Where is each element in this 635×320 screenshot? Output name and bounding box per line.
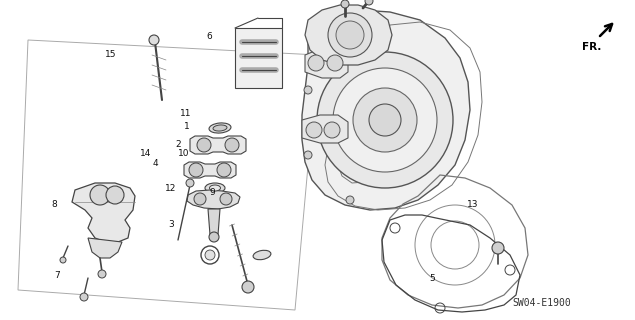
Circle shape (304, 151, 312, 159)
Circle shape (336, 21, 364, 49)
Ellipse shape (213, 125, 227, 131)
Circle shape (205, 250, 215, 260)
Circle shape (341, 0, 349, 8)
Circle shape (194, 193, 206, 205)
Circle shape (90, 185, 110, 205)
Circle shape (217, 163, 231, 177)
Polygon shape (302, 10, 470, 210)
Circle shape (333, 16, 357, 40)
Circle shape (242, 281, 254, 293)
Circle shape (324, 122, 340, 138)
Polygon shape (305, 5, 392, 65)
Polygon shape (305, 48, 348, 78)
Circle shape (492, 242, 504, 254)
Circle shape (197, 138, 211, 152)
Polygon shape (184, 162, 236, 178)
Text: SW04-E1900: SW04-E1900 (512, 298, 572, 308)
Circle shape (304, 86, 312, 94)
Text: 3: 3 (168, 220, 175, 228)
Text: 14: 14 (140, 149, 152, 158)
Circle shape (209, 232, 219, 242)
Circle shape (333, 68, 437, 172)
Text: 15: 15 (105, 50, 117, 59)
Text: 13: 13 (467, 200, 479, 209)
Circle shape (346, 196, 354, 204)
Polygon shape (88, 238, 122, 258)
Circle shape (220, 193, 232, 205)
Text: 1: 1 (184, 122, 190, 131)
Ellipse shape (210, 185, 220, 191)
Polygon shape (235, 28, 282, 88)
Circle shape (306, 122, 322, 138)
Circle shape (365, 0, 373, 5)
Polygon shape (302, 115, 348, 143)
Circle shape (186, 179, 194, 187)
Text: 4: 4 (153, 159, 158, 168)
Circle shape (353, 88, 417, 152)
Polygon shape (187, 190, 240, 209)
Text: 11: 11 (180, 109, 191, 118)
Circle shape (80, 293, 88, 301)
Text: 12: 12 (164, 184, 176, 193)
Ellipse shape (209, 123, 231, 133)
Circle shape (189, 163, 203, 177)
Circle shape (308, 55, 324, 71)
Polygon shape (72, 183, 135, 242)
Ellipse shape (253, 250, 271, 260)
Text: FR.: FR. (582, 42, 601, 52)
Text: 9: 9 (210, 188, 216, 196)
Circle shape (327, 55, 343, 71)
Circle shape (317, 52, 453, 188)
Text: 6: 6 (206, 32, 213, 41)
Text: 8: 8 (51, 200, 57, 209)
Circle shape (338, 21, 352, 35)
Circle shape (106, 186, 124, 204)
Circle shape (328, 13, 372, 57)
Circle shape (346, 26, 354, 34)
Circle shape (60, 257, 66, 263)
Text: 10: 10 (178, 149, 190, 158)
Text: 7: 7 (54, 271, 60, 280)
Text: 5: 5 (429, 274, 435, 283)
Circle shape (369, 104, 401, 136)
Polygon shape (190, 136, 246, 154)
Circle shape (98, 270, 106, 278)
Text: 2: 2 (175, 140, 180, 148)
Polygon shape (208, 209, 220, 235)
Circle shape (149, 35, 159, 45)
Ellipse shape (205, 183, 225, 193)
Circle shape (225, 138, 239, 152)
